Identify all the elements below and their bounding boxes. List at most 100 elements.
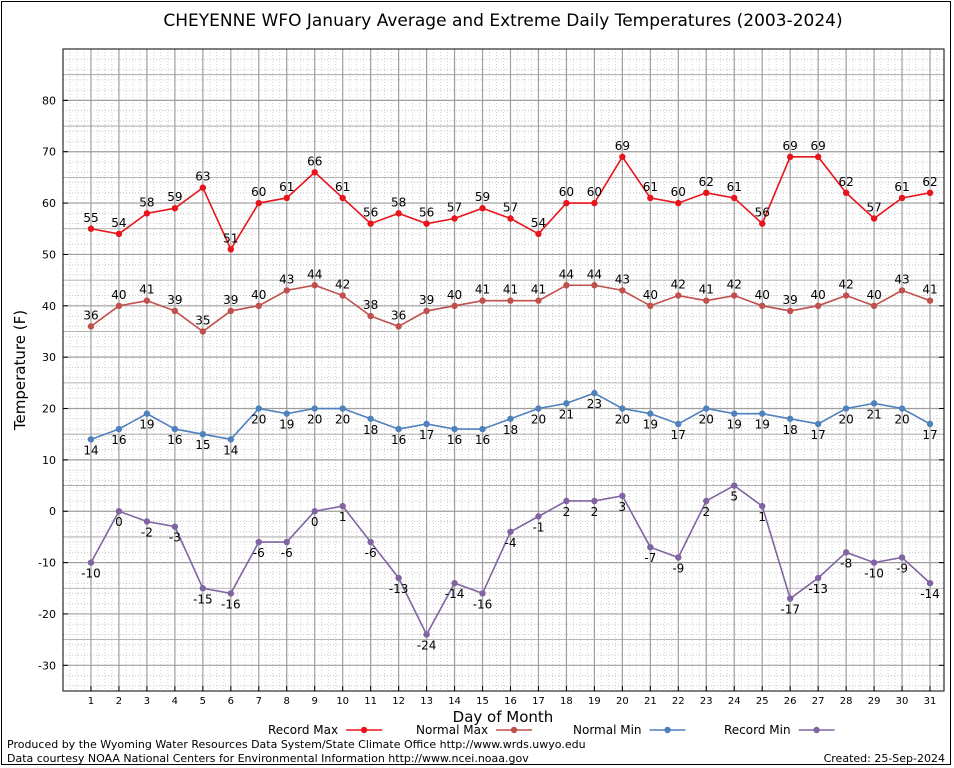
- y-tick-label: 40: [42, 300, 56, 313]
- x-tick-label: 12: [392, 696, 405, 707]
- data-label: 44: [587, 267, 602, 281]
- data-point: [619, 492, 626, 500]
- data-label: 62: [838, 175, 853, 189]
- footer-produced-by: Produced by the Wyoming Water Resources …: [7, 738, 586, 751]
- data-label: 51: [223, 231, 238, 245]
- data-point: [171, 307, 179, 315]
- x-tick-label: 14: [448, 696, 461, 707]
- data-point: [563, 199, 570, 207]
- data-point: [255, 538, 262, 546]
- data-label: 44: [307, 267, 322, 281]
- y-tick-label: 30: [42, 351, 56, 364]
- data-label: 41: [475, 283, 490, 297]
- data-label: -24: [417, 639, 437, 653]
- y-tick-label: 80: [42, 94, 56, 107]
- x-tick-label: 9: [312, 696, 318, 707]
- data-point: [731, 194, 738, 202]
- x-tick-label: 8: [284, 696, 290, 707]
- data-point: [367, 312, 374, 320]
- data-point: [451, 579, 458, 587]
- data-label: 17: [419, 428, 434, 442]
- data-label: -16: [473, 597, 493, 611]
- data-label: 56: [755, 206, 770, 220]
- data-point: [926, 420, 934, 428]
- data-point: [367, 538, 374, 546]
- data-label: 35: [195, 313, 210, 327]
- data-point: [647, 194, 654, 202]
- data-label: 42: [335, 278, 350, 292]
- data-point: [786, 153, 794, 161]
- data-point: [143, 518, 151, 525]
- data-point: [311, 508, 318, 515]
- data-label: -10: [81, 567, 101, 581]
- data-label: 38: [363, 298, 378, 312]
- data-label: 20: [615, 413, 630, 427]
- data-point: [870, 215, 878, 222]
- data-label: 43: [894, 272, 909, 286]
- data-label: 59: [167, 190, 182, 204]
- data-label: -10: [864, 567, 884, 581]
- data-point: [283, 194, 290, 202]
- x-tick-label: 11: [364, 696, 377, 707]
- data-point: [870, 559, 878, 566]
- data-point: [814, 153, 822, 161]
- legend-marker: [510, 726, 518, 734]
- data-point: [731, 292, 738, 299]
- data-label: 16: [475, 433, 490, 447]
- data-point: [842, 189, 850, 197]
- data-point: [563, 282, 570, 289]
- data-point: [423, 307, 430, 315]
- data-point: [731, 482, 738, 489]
- chart-title: CHEYENNE WFO January Average and Extreme…: [163, 11, 842, 31]
- data-point: [171, 205, 179, 212]
- data-label: 36: [391, 308, 406, 322]
- data-label: 43: [615, 272, 630, 286]
- data-label: 55: [83, 211, 98, 225]
- data-point: [591, 497, 598, 505]
- data-point: [479, 425, 486, 433]
- data-point: [535, 297, 542, 304]
- data-label: -6: [365, 546, 377, 560]
- data-point: [143, 410, 151, 417]
- x-tick-label: 28: [840, 696, 853, 707]
- data-point: [591, 282, 598, 289]
- data-point: [199, 328, 207, 335]
- data-label: 69: [615, 139, 630, 153]
- data-label: 61: [894, 180, 909, 194]
- y-tick-label: 70: [42, 146, 56, 159]
- data-point: [647, 410, 654, 417]
- data-point: [171, 425, 179, 433]
- data-point: [339, 292, 346, 299]
- data-point: [479, 205, 486, 212]
- data-point: [898, 554, 906, 561]
- data-point: [591, 389, 598, 397]
- data-point: [647, 543, 654, 551]
- data-label: 40: [811, 288, 826, 302]
- data-point: [87, 559, 95, 566]
- data-label: 41: [503, 283, 518, 297]
- data-label: 60: [587, 185, 602, 199]
- data-point: [311, 282, 318, 289]
- data-point: [535, 230, 542, 238]
- data-point: [367, 220, 374, 227]
- data-label: 40: [866, 288, 881, 302]
- data-label: 16: [111, 433, 126, 447]
- data-label: 60: [559, 185, 574, 199]
- x-tick-label: 22: [672, 696, 685, 707]
- data-point: [619, 405, 626, 412]
- data-point: [507, 215, 514, 222]
- data-point: [395, 210, 402, 217]
- data-label: 41: [699, 283, 714, 297]
- data-label: 18: [363, 423, 378, 437]
- x-tick-label: 7: [256, 696, 262, 707]
- data-label: -7: [644, 551, 656, 565]
- data-label: 20: [894, 413, 909, 427]
- data-label: 62: [699, 175, 714, 189]
- data-label: 20: [699, 413, 714, 427]
- x-tick-label: 24: [728, 696, 741, 707]
- data-label: -6: [281, 546, 293, 560]
- x-tick-label: 29: [868, 696, 881, 707]
- data-point: [339, 502, 346, 510]
- data-point: [842, 549, 850, 556]
- data-label: 57: [447, 200, 462, 214]
